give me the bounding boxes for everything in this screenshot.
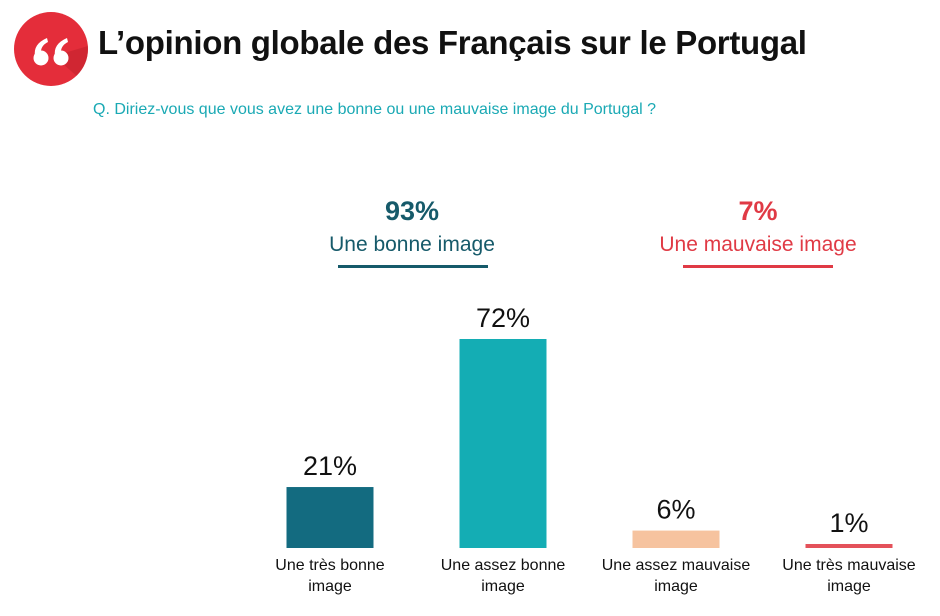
good-image-label: Une bonne image <box>329 233 495 256</box>
survey-question: Q. Diriez-vous que vous avez une bonne o… <box>93 101 657 118</box>
bar-2 <box>459 339 547 548</box>
category-label-4-line-1: Une très mauvaise <box>782 557 915 574</box>
bar-value-label-1: 21% <box>303 451 357 481</box>
category-label-2-line-2: image <box>481 578 525 595</box>
bar-value-label-4: 1% <box>829 508 868 538</box>
category-label-3-line-1: Une assez mauvaise <box>602 557 751 574</box>
bad-image-underline <box>683 265 833 268</box>
bar-4 <box>805 544 893 548</box>
good-image-total: 93% <box>384 196 440 226</box>
category-label-1-line-1: Une très bonne <box>275 557 385 574</box>
category-label-3-line-2: image <box>654 578 698 595</box>
category-label-1-line-2: image <box>308 578 352 595</box>
page-title: L’opinion globale des Français sur le Po… <box>98 24 807 61</box>
category-label-2-line-1: Une assez bonne <box>441 557 566 574</box>
bar-3 <box>632 530 720 548</box>
bad-image-total: 7% <box>738 196 778 226</box>
category-label-4-line-2: image <box>827 578 871 595</box>
quote-logo-icon <box>14 12 88 86</box>
bad-image-label: Une mauvaise image <box>659 233 857 256</box>
bar-value-label-2: 72% <box>476 303 530 333</box>
bar-value-label-3: 6% <box>656 495 695 525</box>
bar-1 <box>286 487 374 548</box>
good-image-underline <box>338 265 488 268</box>
